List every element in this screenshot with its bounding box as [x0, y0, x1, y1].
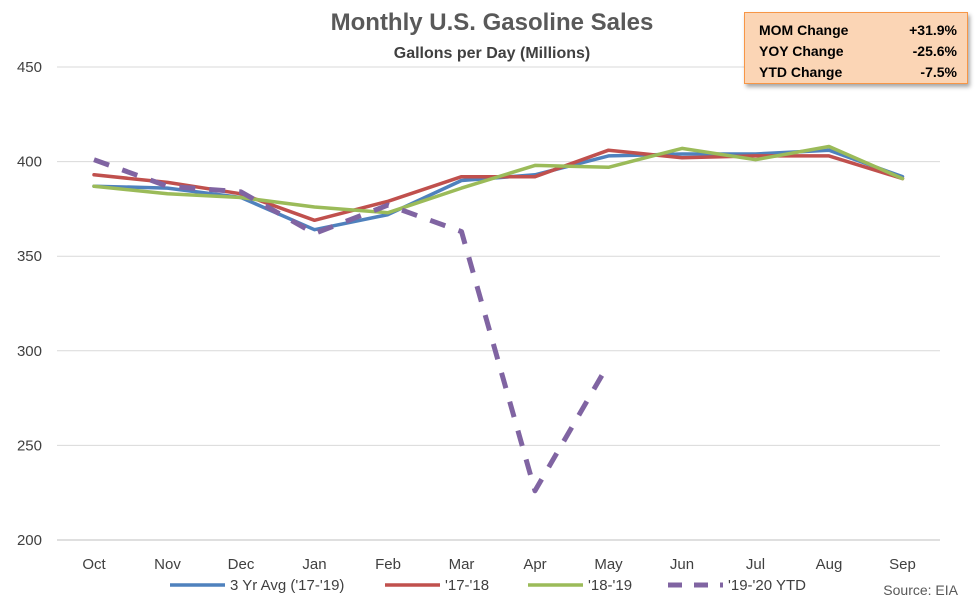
y-tick-label: 450: [17, 59, 42, 76]
stat-row-ytd: YTD Change -7.5%: [759, 62, 957, 83]
x-tick-label: Dec: [228, 556, 255, 573]
legend-label-1: '17-'18: [445, 577, 489, 594]
series-line-3: [93, 157, 611, 494]
legend-label-0: 3 Yr Avg ('17-'19): [230, 577, 344, 594]
x-tick-label: Oct: [82, 556, 106, 573]
x-tick-label: May: [594, 556, 623, 573]
stat-label: YOY Change: [759, 43, 844, 59]
series-line-1: [92, 148, 905, 223]
stat-row-mom: MOM Change +31.9%: [759, 20, 957, 41]
y-tick-label: 200: [17, 532, 42, 549]
y-tick-label: 350: [17, 248, 42, 265]
stat-row-yoy: YOY Change -25.6%: [759, 41, 957, 62]
stat-value: -25.6%: [912, 43, 957, 59]
stat-value: +31.9%: [909, 22, 957, 38]
stat-label: YTD Change: [759, 64, 843, 80]
stat-value: -7.5%: [920, 64, 957, 80]
x-axis: Oct Nov Dec Jan Feb Mar Apr May Jun Jul Aug Sep: [82, 556, 916, 573]
x-tick-label: Feb: [375, 556, 401, 573]
x-tick-label: Apr: [523, 556, 546, 573]
series-line-2: [92, 144, 905, 215]
chart-subtitle: Gallons per Day (Millions): [394, 45, 590, 62]
y-tick-label: 300: [17, 343, 42, 360]
legend: 3 Yr Avg ('17-'19) '17-'18 '18-'19 '19-'20 …: [170, 577, 806, 594]
x-tick-label: Nov: [154, 556, 181, 573]
x-tick-label: Mar: [449, 556, 475, 573]
y-axis: 200 250 300 350 400 450: [17, 59, 42, 549]
stats-box: MOM Change +31.9% YOY Change -25.6% YTD …: [744, 12, 968, 84]
stat-label: MOM Change: [759, 22, 849, 38]
legend-label-3: '19-'20 YTD: [728, 577, 806, 594]
y-tick-label: 400: [17, 154, 42, 171]
x-tick-label: Jul: [746, 556, 765, 573]
y-tick-label: 250: [17, 437, 42, 454]
x-tick-label: Sep: [889, 556, 916, 573]
gridlines: [57, 66, 940, 541]
x-tick-label: Aug: [816, 556, 843, 573]
chart-title: Monthly U.S. Gasoline Sales: [331, 9, 654, 36]
x-tick-label: Jun: [670, 556, 694, 573]
series-lines: [92, 144, 905, 494]
x-tick-label: Jan: [302, 556, 326, 573]
source-note: Source: EIA: [883, 582, 958, 598]
legend-label-2: '18-'19: [588, 577, 632, 594]
